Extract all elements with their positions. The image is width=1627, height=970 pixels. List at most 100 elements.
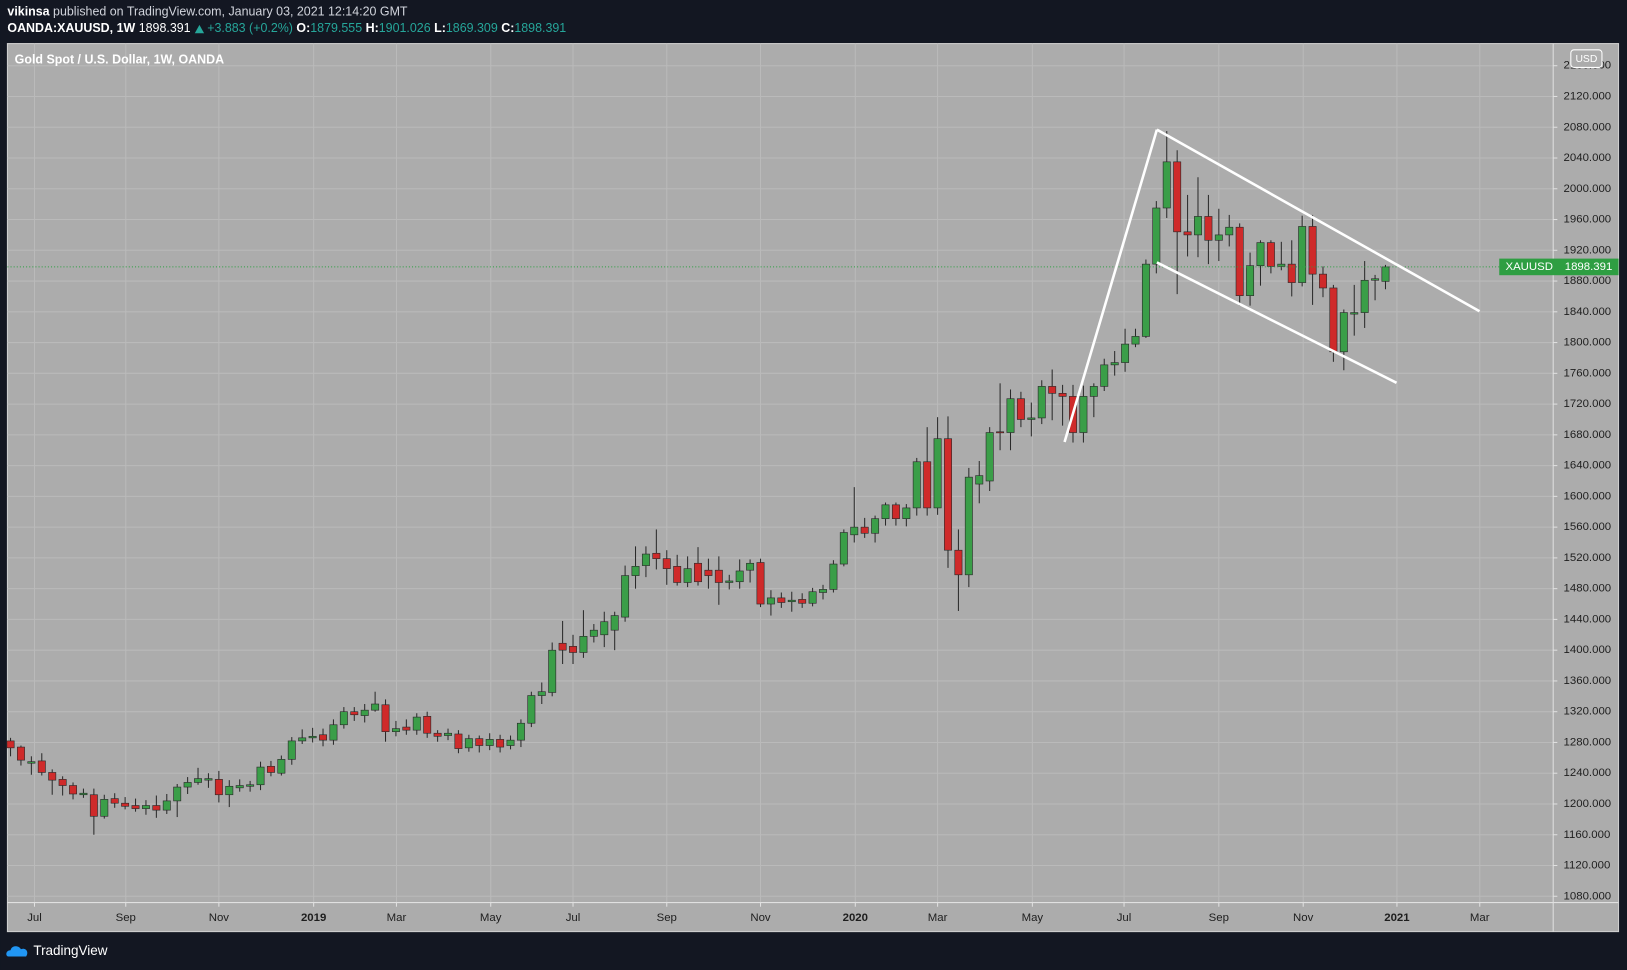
candle-body <box>944 438 952 551</box>
candle-body <box>1246 265 1255 296</box>
y-tick-label: 2040.000 <box>1564 152 1612 164</box>
candle-body <box>433 732 442 737</box>
candle-body <box>1006 398 1015 433</box>
x-tick-label: Sep <box>116 912 136 924</box>
y-tick-label: 1840.000 <box>1564 306 1612 318</box>
close-value: 1898.391 <box>514 21 566 35</box>
candle-body <box>173 786 182 802</box>
candle-body <box>996 431 1005 434</box>
candle-body <box>694 562 702 583</box>
candle-body <box>37 760 46 773</box>
candle-body <box>610 615 619 631</box>
candle-body <box>569 646 577 653</box>
y-tick-label: 2120.000 <box>1564 90 1612 102</box>
candle-body <box>1058 393 1067 397</box>
candle-body <box>1339 312 1348 353</box>
candle-body <box>381 704 390 733</box>
candle-body <box>600 621 609 636</box>
candle-body <box>860 526 869 534</box>
candle-body <box>891 504 900 519</box>
ohlc-label: C: <box>501 21 514 35</box>
chart-panel <box>6 43 1620 933</box>
candle-body <box>131 805 140 809</box>
trend-lines <box>1063 128 1481 443</box>
candle-body <box>69 785 77 795</box>
published: published on TradingView.com, January 03… <box>53 5 408 19</box>
candle-body <box>1287 263 1296 283</box>
candle-body <box>246 784 255 787</box>
x-tick-label: Jul <box>27 912 42 924</box>
candle-body <box>1152 207 1161 265</box>
candle-body <box>27 761 36 764</box>
candle-body <box>850 526 859 536</box>
candle-body <box>183 782 192 788</box>
candle-body <box>496 739 505 748</box>
y-tick-label: 1440.000 <box>1564 613 1612 625</box>
candle-body <box>766 597 775 605</box>
candle-body <box>964 476 973 576</box>
candle-body <box>277 759 286 774</box>
candle-body <box>1100 364 1109 387</box>
x-tick-label: Sep <box>657 912 677 924</box>
candle-body <box>412 716 421 731</box>
candle-body <box>1214 234 1223 241</box>
candle-body <box>1204 216 1213 241</box>
trend-line <box>1063 129 1159 443</box>
candle-body <box>402 726 411 731</box>
candle-body <box>912 461 921 509</box>
x-tick-label: Nov <box>750 912 771 924</box>
candle-body <box>58 779 67 786</box>
candle-body <box>6 740 15 749</box>
candle-body <box>579 636 588 653</box>
y-tick-label: 1600.000 <box>1564 490 1612 502</box>
candle-body <box>975 475 984 485</box>
candle-body <box>1235 226 1244 296</box>
axes: 1080.000 1120.000 1160.000 1200.000 1240.000… <box>27 60 1619 924</box>
candle-body <box>214 779 223 796</box>
header-line: vikinsa published on TradingView.com, Ja… <box>7 5 408 19</box>
x-tick-label: May <box>1022 912 1044 924</box>
candle-body <box>391 728 400 733</box>
candle-body <box>954 549 963 576</box>
candle-body <box>1110 362 1119 366</box>
candle-body <box>1131 336 1140 345</box>
candle-body <box>1079 396 1088 433</box>
y-tick-label: 2080.000 <box>1564 121 1612 133</box>
x-tick-label: Nov <box>1293 912 1314 924</box>
candle-body <box>110 798 119 804</box>
candle-body <box>454 733 463 749</box>
candle-body <box>360 709 369 716</box>
up-arrow <box>194 24 205 34</box>
candle-body <box>464 738 473 749</box>
y-tick-label: 1880.000 <box>1564 275 1612 287</box>
ohlc-label: L: <box>434 21 446 35</box>
candle-body <box>641 553 650 566</box>
y-tick-label: 1160.000 <box>1564 829 1611 841</box>
candle-body <box>16 746 25 761</box>
candle-body <box>516 722 525 741</box>
candle-body <box>1308 226 1317 275</box>
ohlc-label: H: <box>366 21 379 35</box>
candle-body <box>48 772 57 781</box>
candle-body <box>204 778 213 781</box>
y-tick-label: 1280.000 <box>1564 736 1612 748</box>
candle-body <box>756 562 765 605</box>
candle-body <box>527 695 536 724</box>
candle-body <box>1329 287 1338 353</box>
y-tick-label: 1720.000 <box>1564 398 1612 410</box>
currency-badge[interactable] <box>1570 49 1603 68</box>
candle-body <box>787 599 796 603</box>
candle-body <box>225 785 234 796</box>
x-tick-label: 2019 <box>301 912 326 924</box>
y-tick-label: 1240.000 <box>1564 767 1612 779</box>
candle-body <box>1256 242 1265 266</box>
candle-body <box>1027 417 1036 420</box>
candle-body <box>319 734 327 741</box>
candle-body <box>1371 278 1380 281</box>
candle-body <box>673 566 682 583</box>
candle-body <box>1350 312 1359 315</box>
candle-body <box>194 778 202 783</box>
x-tick-label: Jul <box>1117 912 1132 924</box>
y-tick-label: 1800.000 <box>1564 337 1612 349</box>
